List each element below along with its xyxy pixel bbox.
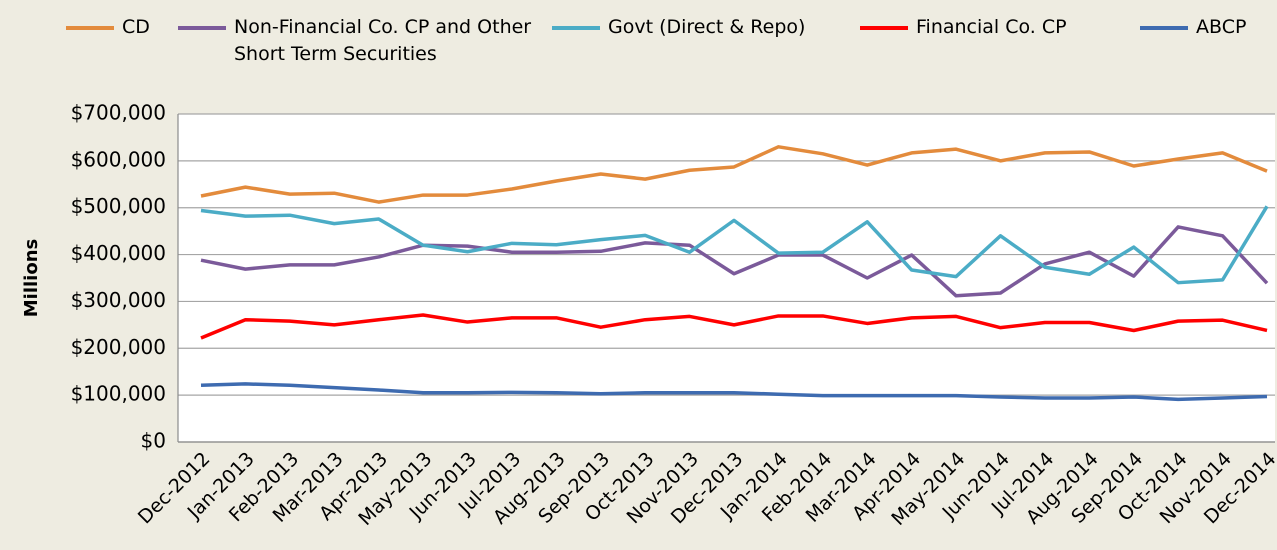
series-line xyxy=(200,145,1268,204)
legend-label: Non-Financial Co. CP and Other Short Ter… xyxy=(234,16,532,65)
y-tick-label: $500,000 xyxy=(71,194,166,218)
legend-item: Financial Co. CP xyxy=(860,14,1067,41)
y-tick-label: $600,000 xyxy=(71,147,166,171)
y-tick-label: $100,000 xyxy=(71,382,166,406)
legend-item: Non-Financial Co. CP and Other Short Ter… xyxy=(178,14,544,68)
legend-swatch xyxy=(66,26,114,30)
legend-item: CD xyxy=(66,14,150,41)
series-line xyxy=(200,382,1268,402)
legend-label: ABCP xyxy=(1196,16,1247,38)
legend-swatch xyxy=(178,26,226,30)
y-tick-label: $0 xyxy=(141,429,166,453)
legend-swatch xyxy=(860,26,908,30)
y-tick-label: $400,000 xyxy=(71,241,166,265)
legend-label: Govt (Direct & Repo) xyxy=(608,16,806,38)
legend-swatch xyxy=(552,26,600,30)
series-line xyxy=(200,205,1269,285)
y-axis-title: Millions xyxy=(21,239,42,318)
y-tick-label: $700,000 xyxy=(71,101,166,125)
y-tick-label: $200,000 xyxy=(71,335,166,359)
series-line xyxy=(200,313,1268,340)
y-tick-label: $300,000 xyxy=(71,288,166,312)
legend-item: ABCP xyxy=(1140,14,1246,41)
legend-label: CD xyxy=(122,16,150,38)
legend-item: Govt (Direct & Repo) xyxy=(552,14,805,41)
legend-label: Financial Co. CP xyxy=(916,16,1067,38)
series-line xyxy=(200,225,1269,298)
legend-swatch xyxy=(1140,26,1188,30)
